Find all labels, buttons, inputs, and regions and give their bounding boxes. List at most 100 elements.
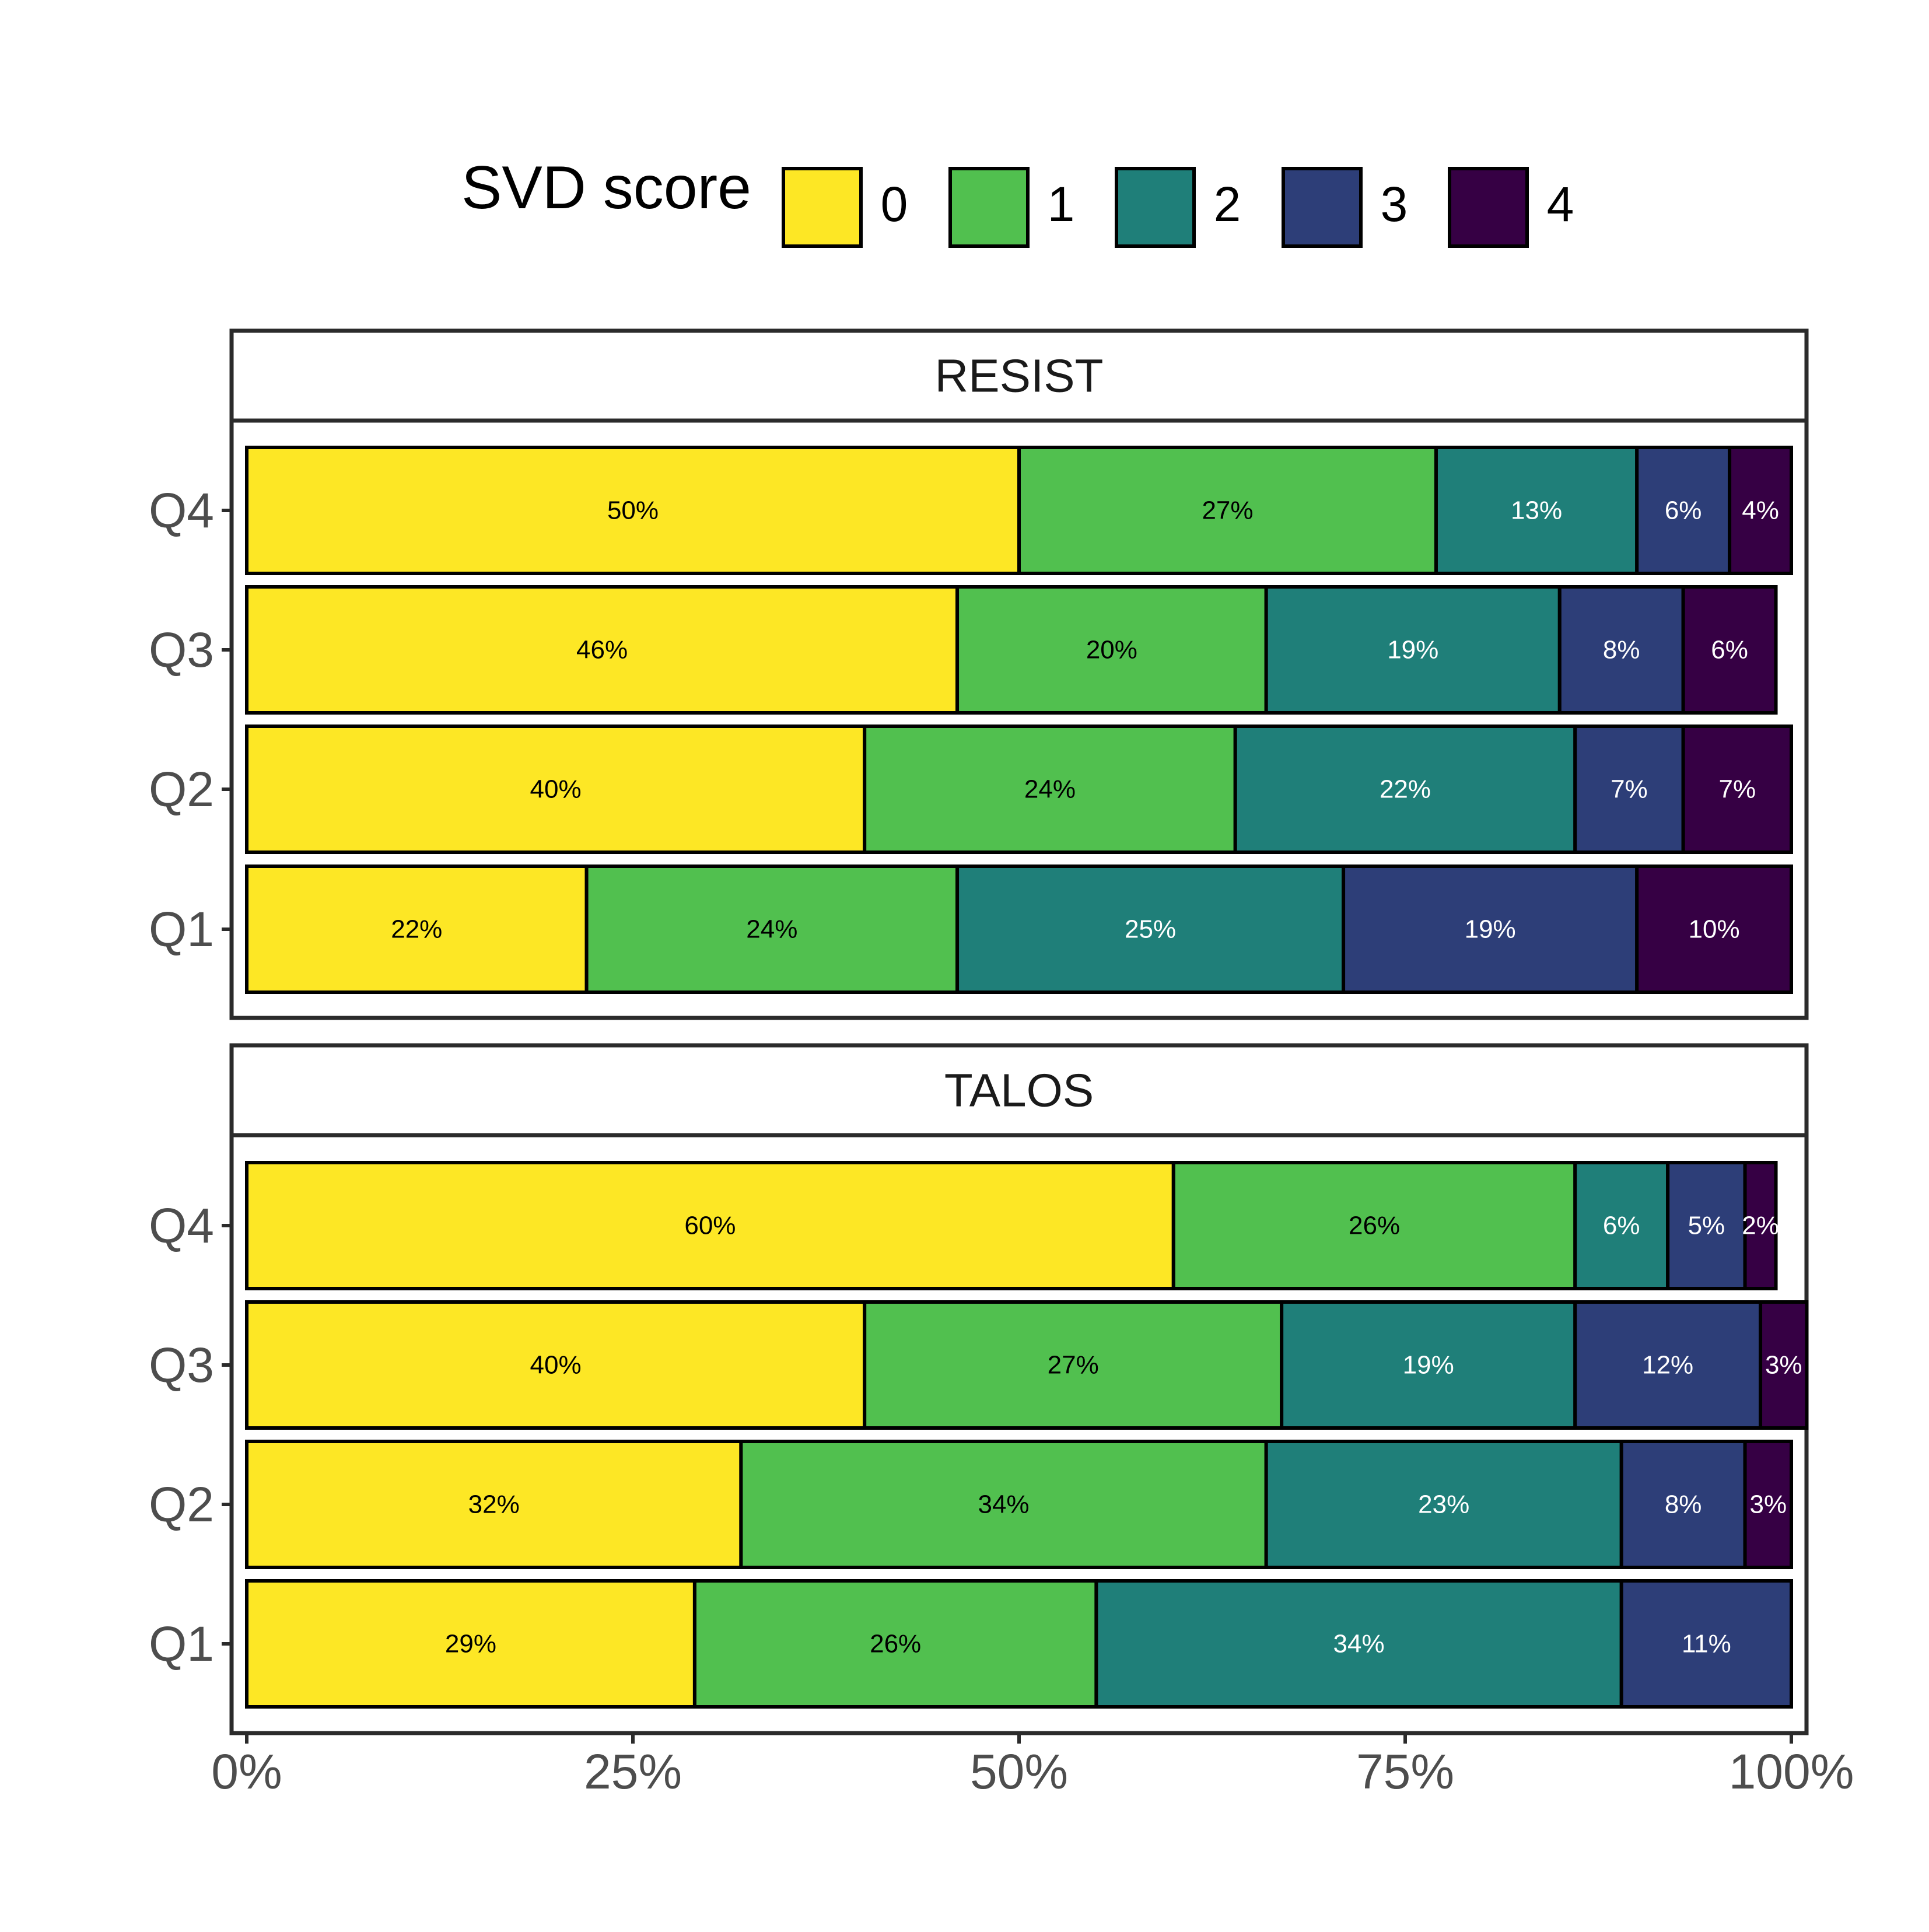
data-label: 34%	[1333, 1630, 1385, 1658]
data-label: 3%	[1749, 1490, 1787, 1519]
bar-segment-score-4	[1681, 724, 1793, 854]
bar-segment-score-4	[1743, 1161, 1778, 1290]
bar-row-q4: 60% 26% 6% 5% 2%	[245, 1161, 1779, 1290]
y-tick-label: Q4	[149, 1198, 214, 1253]
bar-segment-score-0	[245, 1161, 1175, 1290]
legend-key-0	[782, 167, 863, 248]
data-label: 50%	[607, 496, 659, 525]
data-label: 23%	[1418, 1490, 1469, 1519]
bar-segment-score-4	[1681, 585, 1778, 715]
panel-talos: TALOS 60% 26% 6% 5% 2% Q4 40% 27% 19% 12% 3% Q3 32% 34…	[149, 1043, 1809, 1735]
bar-segment-score-2	[955, 864, 1346, 994]
data-label: 25%	[1125, 915, 1176, 944]
data-label: 4%	[1742, 496, 1779, 525]
bar-row-q1: 22% 24% 25% 19% 10%	[245, 864, 1793, 994]
bar-segment-score-0	[245, 585, 960, 715]
legend: SVD score 0 1 2 3 4	[461, 154, 1574, 248]
bar-segment-score-0	[245, 864, 589, 994]
bar-segment-score-3	[1635, 446, 1732, 575]
bar-segment-score-1	[955, 585, 1268, 715]
legend-label-4: 4	[1547, 177, 1574, 232]
data-label: 7%	[1719, 775, 1756, 804]
data-label: 24%	[746, 915, 797, 944]
data-label: 40%	[530, 775, 582, 804]
y-tick-label: Q3	[149, 1338, 214, 1392]
facet-strip-label: TALOS	[944, 1065, 1094, 1116]
legend-label-3: 3	[1381, 177, 1408, 232]
legend-key-1	[948, 167, 1030, 248]
legend-label-2: 2	[1214, 177, 1241, 232]
data-label: 10%	[1689, 915, 1740, 944]
bar-segment-score-1	[692, 1579, 1098, 1709]
bar-row-q3: 46% 20% 19% 8% 6%	[245, 585, 1778, 715]
data-label: 5%	[1688, 1212, 1725, 1240]
data-label: 6%	[1603, 1212, 1640, 1240]
bar-row-q1: 29% 26% 34% 11%	[245, 1579, 1793, 1709]
bar-segment-score-2	[1233, 724, 1577, 854]
bar-segment-score-1	[863, 1300, 1284, 1430]
bar-segment-score-3	[1619, 1579, 1793, 1709]
data-label: 7%	[1611, 775, 1648, 804]
bar-segment-score-0	[245, 446, 1021, 575]
bar-segment-score-1	[1171, 1161, 1577, 1290]
legend-key-3	[1282, 167, 1363, 248]
bar-segment-score-0	[245, 1440, 743, 1569]
bar-row-q4: 50% 27% 13% 6% 4%	[245, 446, 1794, 575]
bar-segment-score-4	[1728, 446, 1794, 575]
legend-title: SVD score	[461, 154, 751, 222]
data-label: 6%	[1711, 636, 1748, 664]
legend-key-4	[1448, 167, 1529, 248]
data-label: 19%	[1387, 636, 1438, 664]
bar-segment-score-1	[863, 724, 1237, 854]
data-label: 26%	[1349, 1212, 1400, 1240]
data-label: 60%	[684, 1212, 736, 1240]
data-label: 12%	[1642, 1351, 1693, 1380]
x-tick-label: 0%	[211, 1744, 282, 1799]
bar-segment-score-1	[1017, 446, 1438, 575]
data-label: 40%	[530, 1351, 582, 1380]
data-label: 11%	[1682, 1630, 1731, 1658]
data-label: 46%	[576, 636, 628, 664]
legend-label-0: 0	[881, 177, 908, 232]
x-tick-label: 100%	[1729, 1744, 1854, 1799]
y-tick-label: Q3	[149, 622, 214, 677]
bar-row-q3: 40% 27% 19% 12% 3%	[245, 1300, 1809, 1430]
bar-segment-score-2	[1264, 1440, 1623, 1569]
y-tick-label: Q1	[149, 902, 214, 957]
bar-row-q2: 40% 24% 22% 7% 7%	[245, 724, 1793, 854]
data-label: 8%	[1665, 1490, 1702, 1519]
data-label: 8%	[1603, 636, 1640, 664]
bar-segment-score-3	[1573, 724, 1685, 854]
data-label: 24%	[1024, 775, 1076, 804]
data-label: 6%	[1665, 496, 1702, 525]
legend-label-1: 1	[1048, 177, 1075, 232]
data-label: 22%	[1380, 775, 1431, 804]
x-tick-label: 25%	[584, 1744, 682, 1799]
bar-segment-score-3	[1557, 585, 1685, 715]
data-label: 32%	[468, 1490, 520, 1519]
y-tick-label: Q2	[149, 1477, 214, 1532]
data-label: 26%	[870, 1630, 921, 1658]
legend-key-2	[1115, 167, 1196, 248]
panel-resist: RESIST 50% 27% 13% 6% 4% Q4 46% 20% 19% 8% 6% Q3 40% 2…	[149, 328, 1809, 1020]
bar-segment-score-3	[1342, 864, 1639, 994]
data-label: 27%	[1202, 496, 1253, 525]
data-label: 19%	[1465, 915, 1516, 944]
data-label: 20%	[1086, 636, 1137, 664]
data-label: 34%	[978, 1490, 1029, 1519]
y-tick-label: Q1	[149, 1616, 214, 1671]
data-label: 22%	[391, 915, 442, 944]
y-tick-label: Q4	[149, 483, 214, 538]
bar-segment-score-1	[739, 1440, 1268, 1569]
bar-row-q2: 32% 34% 23% 8% 3%	[245, 1440, 1794, 1569]
panels: RESIST 50% 27% 13% 6% 4% Q4 46% 20% 19% 8% 6% Q3 40% 2…	[149, 328, 1809, 1735]
x-axis: 0% 25% 50% 75% 100%	[211, 1733, 1854, 1799]
facet-strip-label: RESIST	[935, 350, 1104, 402]
data-label: 19%	[1403, 1351, 1454, 1380]
data-label: 2%	[1742, 1212, 1779, 1240]
data-label: 29%	[445, 1630, 496, 1658]
facet-strip	[229, 1043, 1809, 1138]
x-tick-label: 75%	[1356, 1744, 1454, 1799]
